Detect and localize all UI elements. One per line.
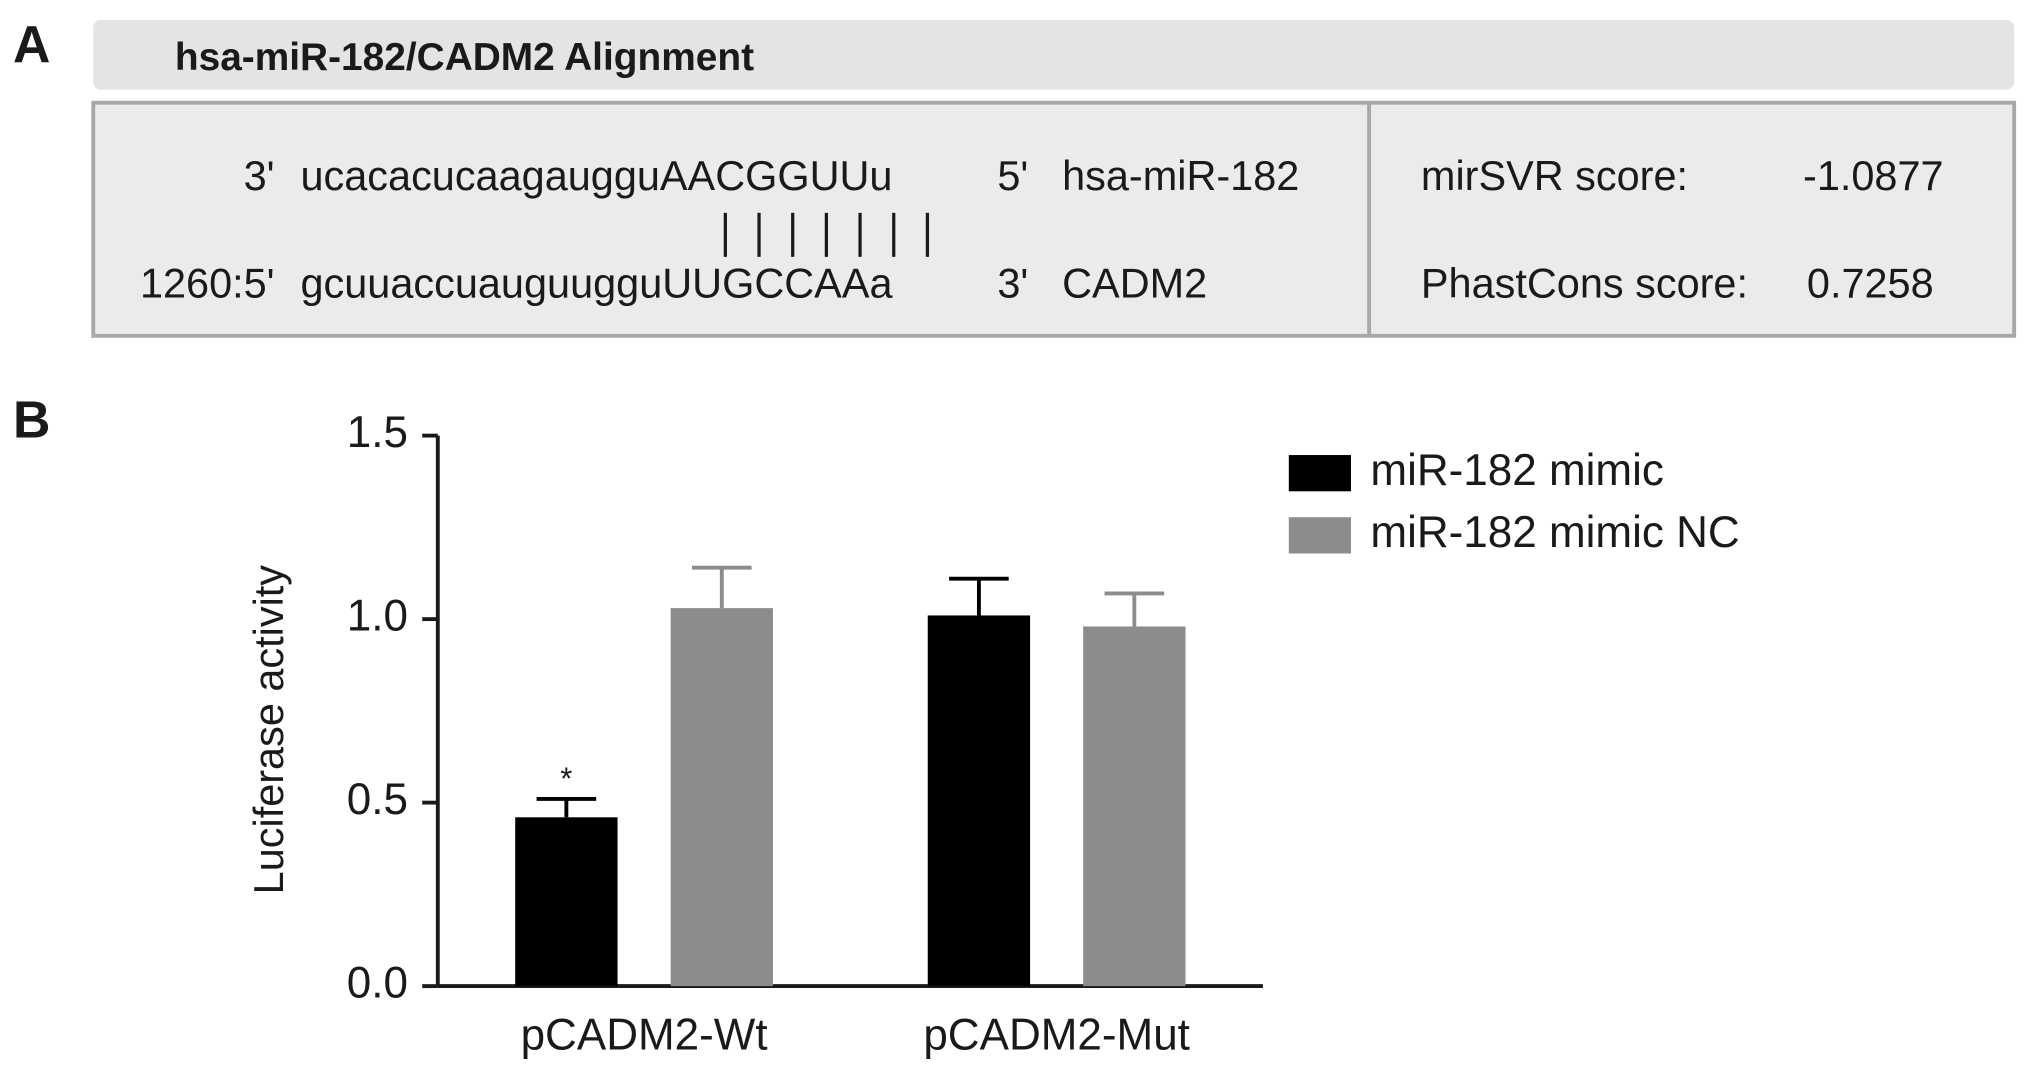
x-tick-label: pCADM2-Mut <box>923 1011 1190 1060</box>
significance-mark: * <box>560 761 572 796</box>
sequence: gcuuaccuauguugguUUGCCAAa <box>301 260 894 307</box>
bar <box>1083 626 1186 987</box>
y-tick-label: 1.0 <box>347 592 408 641</box>
score-label: PhastCons score: <box>1421 260 1748 307</box>
bar <box>670 608 773 987</box>
panel-label: B <box>13 391 50 449</box>
legend-swatch <box>1288 455 1351 492</box>
name: hsa-miR-182 <box>1062 152 1299 199</box>
alignment-title: hsa-miR-182/CADM2 Alignment <box>175 36 754 79</box>
x-tick-label: pCADM2-Wt <box>521 1011 768 1060</box>
suffix: 5' <box>997 152 1028 199</box>
score-label: mirSVR score: <box>1421 152 1688 199</box>
error-bar <box>536 796 597 818</box>
panel-label: A <box>13 15 50 73</box>
bar <box>515 817 618 987</box>
y-axis-label: Luciferase activity <box>245 565 292 895</box>
bar <box>927 615 1031 987</box>
y-tick-label: 1.5 <box>347 408 408 457</box>
score-value: 0.7258 <box>1807 260 1934 307</box>
y-tick-label: 0.5 <box>347 775 408 824</box>
error-bar <box>1104 591 1165 627</box>
legend-swatch <box>1288 517 1351 554</box>
prefix: 1260:5' <box>140 260 275 307</box>
score-value: -1.0877 <box>1803 152 1944 199</box>
legend-label: miR-182 mimic NC <box>1370 508 1739 557</box>
pairing-lines <box>723 212 930 257</box>
legend-label: miR-182 mimic <box>1370 446 1663 495</box>
name: CADM2 <box>1062 260 1207 307</box>
title-bar <box>93 19 2015 90</box>
prefix: 3' <box>244 152 275 199</box>
sequence: ucacacucaagaugguAACGGUUu <box>301 152 893 199</box>
suffix: 3' <box>997 260 1028 307</box>
error-bar <box>949 576 1009 616</box>
error-bar <box>692 565 752 609</box>
alignment-box <box>91 100 2017 338</box>
y-tick-label: 0.0 <box>347 959 408 1008</box>
alignment: 3' ucacacucaagaugguAACGGUUu 5' hsa-miR-1… <box>140 152 1944 307</box>
